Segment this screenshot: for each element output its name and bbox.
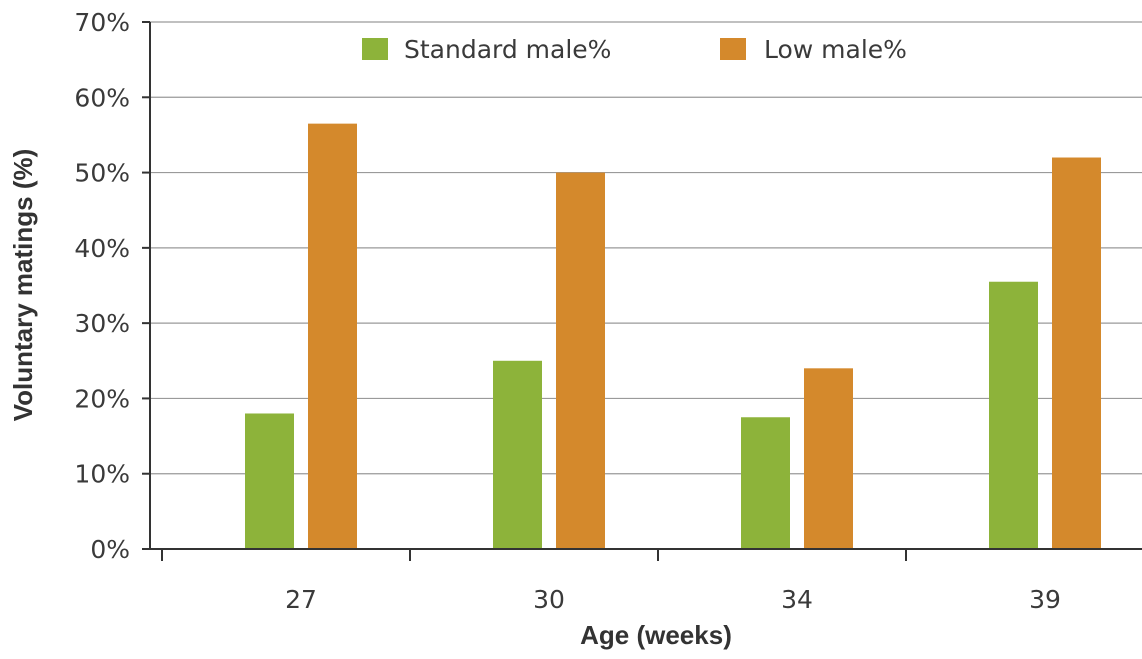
bars bbox=[245, 123, 1101, 550]
x-tick-label: 34 bbox=[781, 585, 813, 614]
legend-label-standard: Standard male% bbox=[404, 35, 611, 64]
y-tick-label: 0% bbox=[90, 535, 130, 564]
y-tick-label: 50% bbox=[74, 159, 130, 188]
y-tick-label: 10% bbox=[74, 460, 130, 489]
x-tick-label: 30 bbox=[533, 585, 565, 614]
bar-standard-39 bbox=[989, 281, 1038, 549]
x-tick-label: 39 bbox=[1029, 585, 1061, 614]
y-axis-title: Voluntary matings (%) bbox=[8, 149, 38, 422]
bar-standard-27 bbox=[245, 413, 294, 549]
x-tick-label: 27 bbox=[285, 585, 317, 614]
y-tick-label: 30% bbox=[74, 309, 130, 338]
legend-swatch-standard bbox=[362, 38, 388, 60]
axes bbox=[149, 22, 1142, 550]
x-tick-labels: 27 30 34 39 bbox=[161, 549, 1061, 614]
y-tick-label: 20% bbox=[74, 384, 130, 413]
legend-label-low: Low male% bbox=[764, 35, 907, 64]
bar-low-27 bbox=[308, 123, 357, 549]
y-tick-label: 40% bbox=[74, 234, 130, 263]
x-axis-title: Age (weeks) bbox=[580, 620, 732, 650]
bar-low-30 bbox=[556, 172, 605, 550]
bar-low-39 bbox=[1052, 157, 1101, 549]
y-tick-label: 60% bbox=[74, 83, 130, 112]
legend: Standard male% Low male% bbox=[362, 35, 907, 64]
bar-standard-34 bbox=[741, 417, 790, 549]
bar-standard-30 bbox=[493, 360, 542, 549]
legend-swatch-low bbox=[720, 38, 746, 60]
bar-low-34 bbox=[804, 368, 853, 549]
y-tick-label: 70% bbox=[74, 8, 130, 37]
y-tick-labels: 0% 10% 20% 30% 40% 50% 60% 70% bbox=[74, 8, 130, 564]
